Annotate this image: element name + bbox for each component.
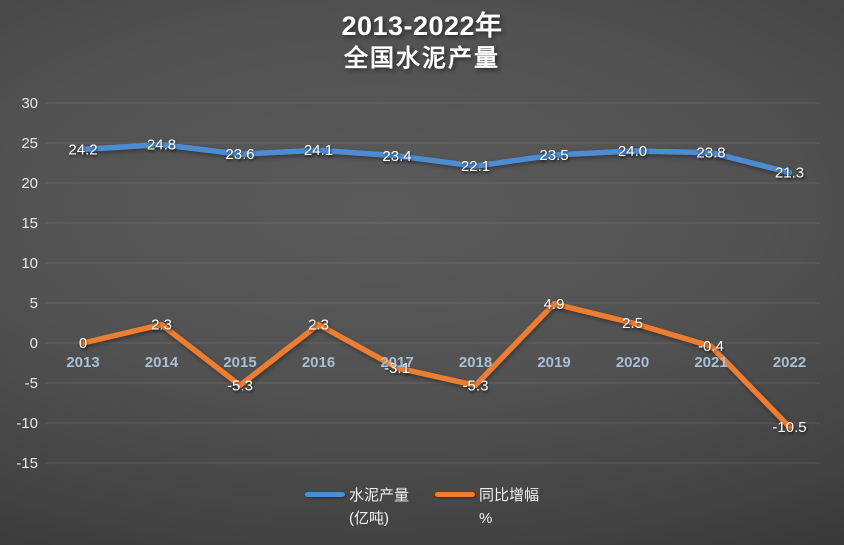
- y-tick-label: -15: [16, 455, 38, 472]
- data-label: -5.3: [227, 377, 253, 394]
- data-label: 24.2: [68, 141, 97, 158]
- y-tick-label: 5: [30, 295, 38, 312]
- x-axis-label: 2021: [694, 354, 727, 371]
- data-label: 21.3: [775, 165, 804, 182]
- y-tick-label: -10: [16, 415, 38, 432]
- legend-item-yoy-growth: 同比增幅 %: [435, 484, 539, 531]
- y-tick-label: -5: [25, 375, 38, 392]
- series-0-data-labels: 24.2 24.8 23.6 24.1 23.4 22.1 23.5 24.0 23.8 21.3: [68, 137, 804, 182]
- y-axis-tick-labels: 30 25 20 15 10 5 0 -5 -10 -15: [16, 95, 38, 472]
- data-label: -3.1: [384, 360, 410, 377]
- x-axis-label: 2015: [223, 354, 256, 371]
- legend-label-cement-output: 水泥产量 (亿吨): [349, 484, 409, 531]
- legend-label-line2: (亿吨): [348, 510, 389, 528]
- legend-item-cement-output: 水泥产量 (亿吨): [304, 484, 409, 531]
- data-label: 2.5: [622, 315, 643, 332]
- data-label: 23.8: [696, 145, 725, 162]
- y-tick-label: 15: [21, 215, 38, 232]
- data-label: 2.3: [151, 317, 172, 334]
- chart-legend: 水泥产量 (亿吨) 同比增幅 %: [0, 484, 844, 531]
- data-label: 22.1: [461, 158, 490, 175]
- chart-title: 2013-2022年 全国水泥产量: [0, 10, 844, 74]
- x-axis-label: 2014: [145, 354, 179, 371]
- series-1-data-labels: 0 2.3 -5.3 2.3 -3.1 -5.3 4.9 2.5 -0.4 -10.5: [79, 296, 807, 436]
- data-label: 2.3: [308, 317, 329, 334]
- x-axis-label: 2013: [66, 354, 99, 371]
- legend-label-line2: %: [479, 510, 493, 528]
- x-axis-label: 2019: [537, 354, 570, 371]
- data-label: 23.5: [539, 147, 568, 164]
- data-label: 23.6: [225, 146, 254, 163]
- x-axis-label: 2020: [616, 354, 649, 371]
- x-axis-label: 2016: [302, 354, 335, 371]
- data-label: -0.4: [698, 338, 724, 355]
- y-tick-label: 25: [21, 135, 38, 152]
- x-axis-label: 2017: [380, 354, 413, 371]
- series-line-0: [80, 141, 793, 176]
- legend-label-yoy-growth: 同比增幅 %: [479, 484, 539, 531]
- legend-swatch-orange-icon: [435, 492, 475, 497]
- data-label: 24.0: [618, 143, 647, 160]
- x-axis-label: 2022: [773, 354, 806, 371]
- legend-label-line1: 同比增幅: [479, 487, 540, 504]
- chart-title-line2: 全国水泥产量: [344, 44, 500, 72]
- data-label: 4.9: [544, 296, 565, 313]
- data-label: 24.1: [304, 142, 333, 159]
- y-tick-label: 10: [21, 255, 38, 272]
- chart-title-line1: 2013-2022年: [341, 11, 503, 41]
- y-tick-label: 0: [30, 335, 38, 352]
- x-axis-category-labels: 2013 2014 2015 2016 2017 2018 2019 2020 2021 2022: [66, 354, 806, 371]
- data-label: -10.5: [772, 419, 806, 436]
- legend-label-line1: 水泥产量: [348, 487, 409, 504]
- data-label: -5.3: [463, 377, 489, 394]
- data-label: 24.8: [147, 137, 176, 154]
- data-label: 0: [79, 335, 87, 352]
- data-label: 23.4: [382, 148, 411, 165]
- gridlines: [45, 102, 820, 464]
- x-axis-label: 2018: [459, 354, 492, 371]
- y-tick-label: 20: [21, 175, 38, 192]
- legend-swatch-blue-icon: [304, 492, 345, 497]
- y-tick-label: 30: [21, 95, 38, 112]
- series-line-1: [80, 301, 793, 430]
